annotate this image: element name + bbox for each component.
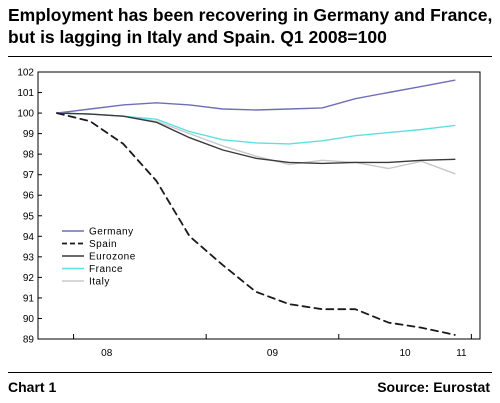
y-tick-label: 101 xyxy=(17,88,34,99)
y-tick-label: 99 xyxy=(23,129,35,140)
y-tick-label: 102 xyxy=(17,68,34,79)
legend-label-spain: Spain xyxy=(89,239,117,250)
chart-title-line-1: Employment has been recovering in German… xyxy=(8,5,493,25)
plot-frame xyxy=(37,71,481,340)
y-tick-label: 100 xyxy=(17,109,34,120)
y-tick-label: 96 xyxy=(23,191,35,202)
y-tick-label: 92 xyxy=(23,273,35,284)
source-label: Source: Eurostat xyxy=(377,379,490,395)
y-tick-label: 95 xyxy=(23,211,35,222)
series-line-germany xyxy=(56,79,456,114)
legend-label-france: France xyxy=(89,264,123,275)
y-tick-label: 98 xyxy=(23,150,35,161)
legend-label-germany: Germany xyxy=(89,227,134,238)
chart-title: Employment has been recovering in German… xyxy=(8,4,496,48)
x-tick-label: 11 xyxy=(456,348,467,359)
x-tick-label: 09 xyxy=(267,348,279,359)
x-tick-label: 08 xyxy=(101,348,113,359)
x-tick-label: 10 xyxy=(400,348,412,359)
footer-divider xyxy=(8,372,492,373)
legend-label-italy: Italy xyxy=(89,277,110,288)
y-tick-label: 93 xyxy=(23,252,35,263)
y-tick-label: 94 xyxy=(23,232,35,243)
series-line-spain xyxy=(56,112,456,336)
legend-label-eurozone: Eurozone xyxy=(89,252,136,263)
y-tick-label: 90 xyxy=(23,314,35,325)
chart-number-label: Chart 1 xyxy=(8,379,57,395)
series-line-eurozone xyxy=(56,112,456,165)
y-tick-label: 91 xyxy=(23,293,35,304)
title-divider xyxy=(8,56,492,57)
y-tick-label: 97 xyxy=(23,170,35,181)
y-tick-label: 89 xyxy=(23,335,35,346)
chart-title-line-2: but is lagging in Italy and Spain. Q1 20… xyxy=(8,27,387,47)
